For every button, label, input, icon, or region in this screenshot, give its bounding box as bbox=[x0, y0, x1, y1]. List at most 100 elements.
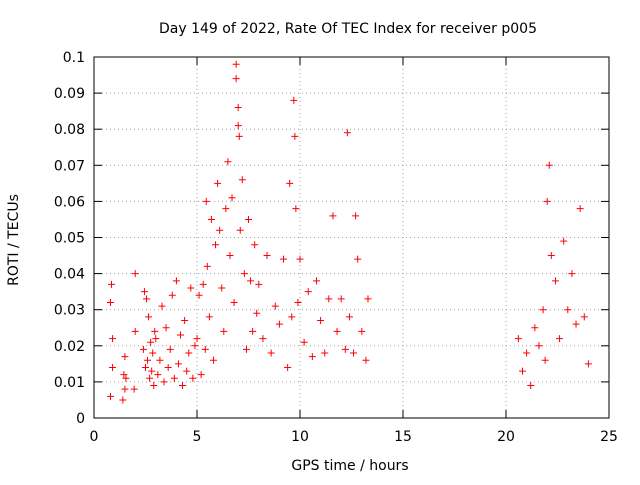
data-point bbox=[572, 320, 580, 328]
data-point bbox=[152, 335, 160, 343]
data-point bbox=[280, 255, 288, 263]
data-point bbox=[232, 75, 240, 83]
y-tick-label: 0 bbox=[76, 411, 85, 427]
data-point bbox=[535, 342, 543, 350]
x-axis-ticks: 0 5 10 15 20 25 bbox=[90, 57, 618, 445]
data-point bbox=[321, 349, 329, 357]
data-point bbox=[187, 284, 195, 292]
data-point bbox=[172, 277, 180, 285]
data-point bbox=[358, 327, 366, 335]
data-point bbox=[242, 345, 250, 353]
data-point bbox=[146, 374, 154, 382]
data-point bbox=[284, 363, 292, 371]
data-point bbox=[139, 345, 147, 353]
data-point bbox=[364, 295, 372, 303]
grid-lines bbox=[94, 57, 609, 418]
data-point bbox=[547, 252, 555, 260]
data-point bbox=[218, 284, 226, 292]
y-tick-label: 0.08 bbox=[54, 122, 85, 138]
data-point bbox=[300, 338, 308, 346]
data-point bbox=[226, 252, 234, 260]
data-point bbox=[154, 371, 162, 379]
y-tick-label: 0.07 bbox=[54, 158, 85, 174]
data-point bbox=[545, 161, 553, 169]
data-point bbox=[286, 179, 294, 187]
data-point bbox=[253, 309, 261, 317]
data-point bbox=[325, 295, 333, 303]
data-point bbox=[131, 327, 139, 335]
data-point bbox=[199, 280, 207, 288]
data-point bbox=[177, 331, 185, 339]
y-tick-label: 0.04 bbox=[54, 267, 85, 283]
data-point bbox=[193, 335, 201, 343]
data-point bbox=[106, 392, 114, 400]
data-point bbox=[249, 327, 257, 335]
data-point bbox=[120, 371, 128, 379]
data-point bbox=[164, 363, 172, 371]
data-point bbox=[158, 302, 166, 310]
data-point bbox=[207, 215, 215, 223]
data-point bbox=[119, 396, 127, 404]
x-tick-label: 10 bbox=[291, 429, 309, 445]
data-point bbox=[121, 353, 129, 361]
data-point bbox=[296, 255, 304, 263]
data-point bbox=[147, 338, 155, 346]
data-point bbox=[106, 298, 114, 306]
y-tick-label: 0.05 bbox=[54, 231, 85, 247]
data-point bbox=[209, 356, 217, 364]
data-point bbox=[121, 385, 129, 393]
data-point bbox=[245, 215, 252, 223]
data-point bbox=[160, 378, 168, 386]
data-point bbox=[201, 345, 209, 353]
data-point bbox=[149, 349, 157, 357]
plot-frame bbox=[93, 56, 610, 419]
data-point bbox=[292, 205, 300, 213]
data-point bbox=[202, 197, 210, 205]
data-point bbox=[312, 277, 320, 285]
data-point bbox=[267, 349, 275, 357]
data-point bbox=[236, 226, 244, 234]
data-point bbox=[191, 342, 199, 350]
data-point bbox=[308, 353, 316, 361]
data-point bbox=[144, 356, 152, 364]
y-tick-label: 0.1 bbox=[63, 50, 85, 66]
x-axis-label: GPS time / hours bbox=[291, 458, 408, 474]
data-point bbox=[317, 317, 325, 325]
data-point bbox=[142, 363, 149, 371]
data-point bbox=[350, 349, 358, 357]
data-point bbox=[251, 241, 259, 249]
data-point bbox=[150, 382, 158, 390]
data-point bbox=[291, 132, 299, 140]
data-point bbox=[143, 295, 151, 303]
x-tick-label: 15 bbox=[394, 429, 412, 445]
data-point bbox=[247, 277, 255, 285]
data-point bbox=[183, 367, 191, 375]
data-point bbox=[263, 252, 271, 260]
x-tick-label: 5 bbox=[193, 429, 202, 445]
data-point bbox=[352, 212, 360, 220]
data-point bbox=[195, 291, 203, 299]
data-point bbox=[333, 327, 341, 335]
x-tick-label: 0 bbox=[90, 429, 99, 445]
data-point bbox=[580, 313, 588, 321]
data-point bbox=[140, 288, 148, 296]
data-point bbox=[109, 335, 117, 343]
data-point bbox=[329, 212, 337, 220]
y-tick-label: 0.03 bbox=[54, 303, 85, 319]
data-point bbox=[148, 367, 156, 375]
data-point bbox=[551, 277, 559, 285]
data-point bbox=[224, 158, 232, 166]
data-point bbox=[108, 280, 116, 288]
data-point bbox=[240, 270, 248, 278]
data-point bbox=[362, 356, 370, 364]
data-point bbox=[145, 313, 153, 321]
data-point bbox=[212, 241, 220, 249]
data-point bbox=[531, 324, 539, 332]
y-tick-label: 0.01 bbox=[54, 375, 85, 391]
data-point bbox=[304, 288, 312, 296]
x-tick-label: 20 bbox=[497, 429, 515, 445]
data-point bbox=[518, 367, 526, 375]
y-axis-label: ROTI / TECUs bbox=[6, 194, 22, 286]
data-point bbox=[527, 382, 535, 390]
